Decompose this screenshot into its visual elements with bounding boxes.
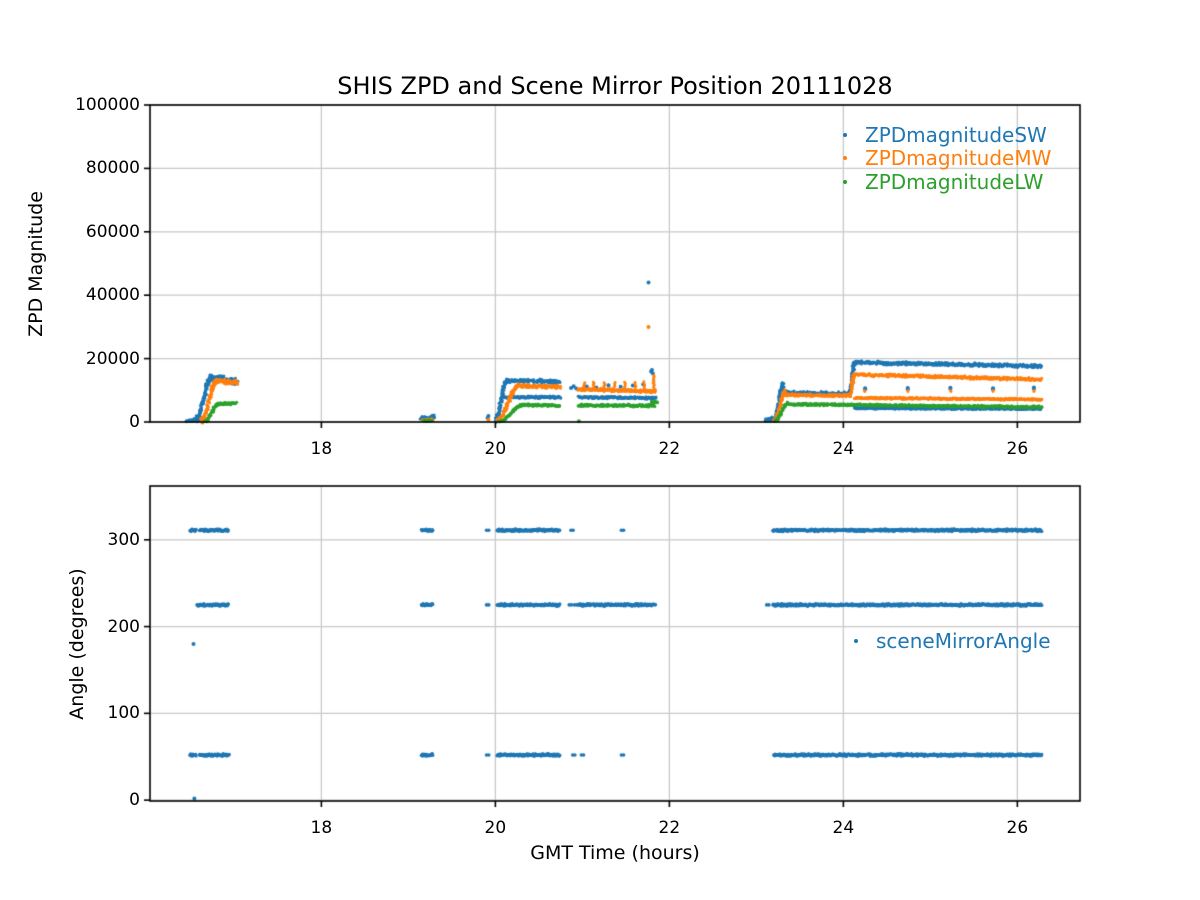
x-tick-label: 22 [658, 818, 681, 838]
x-tick-label: 22 [658, 439, 681, 459]
legend-entry: ZPDmagnitudeMW [843, 146, 1051, 170]
plot2-xlabel: GMT Time (hours) [530, 842, 700, 864]
x-tick-label: 18 [310, 818, 333, 838]
y-tick-label: 20000 [85, 348, 140, 369]
y-tick-label: 40000 [85, 285, 140, 306]
scatter-marker-icon [843, 133, 847, 137]
plot1-title: SHIS ZPD and Scene Mirror Position 20111… [337, 72, 893, 100]
y-tick-label: 60000 [85, 221, 140, 242]
x-tick-label: 26 [1006, 818, 1029, 838]
x-tick-label: 24 [832, 439, 855, 459]
legend-entry: ZPDmagnitudeSW [843, 123, 1047, 147]
y-tick-label: 0 [129, 790, 140, 811]
y-tick-label: 0 [129, 412, 140, 432]
legend-entry: ZPDmagnitudeLW [843, 170, 1043, 194]
y-tick-label: 80000 [85, 158, 140, 179]
legend-label: sceneMirrorAngle [876, 629, 1051, 653]
x-tick-label: 20 [484, 439, 507, 459]
legend-entry: sceneMirrorAngle [854, 629, 1051, 653]
x-tick-label: 24 [832, 818, 855, 838]
plot2-ylabel: Angle (degrees) [66, 567, 88, 720]
y-tick-label: 100 [107, 703, 140, 724]
x-tick-label: 26 [1006, 439, 1029, 459]
x-tick-label: 18 [310, 439, 333, 459]
y-tick-label: 300 [107, 529, 140, 550]
x-tick-label: 20 [484, 818, 507, 838]
y-tick-label: 100000 [75, 95, 140, 115]
plot1-ylabel: ZPD Magnitude [25, 190, 47, 337]
legend-label: ZPDmagnitudeLW [865, 169, 1044, 194]
y-tick-label: 200 [107, 616, 140, 637]
scatter-marker-icon [843, 179, 847, 184]
scatter-marker-icon [843, 156, 847, 161]
legend-label: ZPDmagnitudeSW [865, 123, 1047, 147]
legend-label: ZPDmagnitudeMW [865, 146, 1052, 171]
scatter-marker-icon [854, 639, 858, 643]
